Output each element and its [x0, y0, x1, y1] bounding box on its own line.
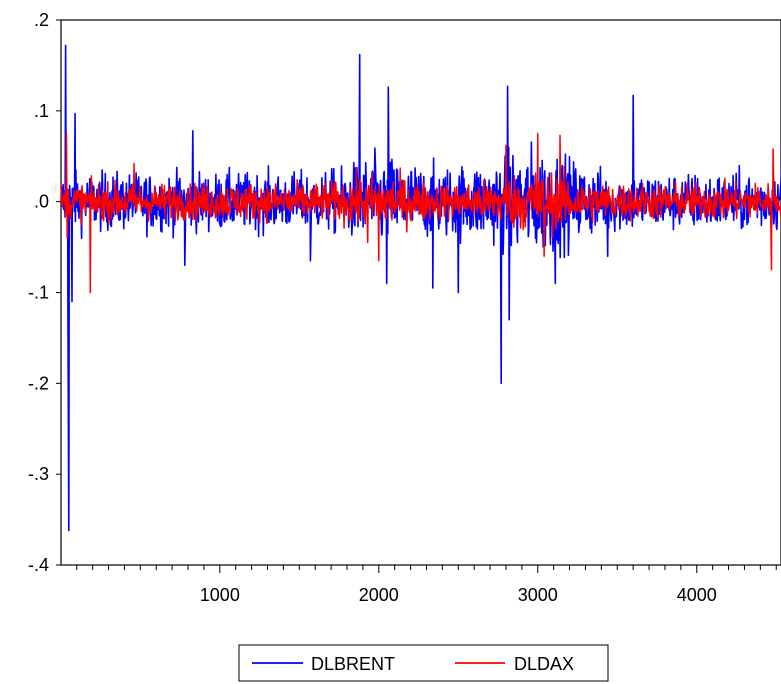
x-tick-label: 2000 — [359, 585, 399, 605]
y-tick-label: -.1 — [28, 283, 49, 303]
legend-label-dlbrent: DLBRENT — [311, 654, 395, 674]
y-tick-label: -.3 — [28, 464, 49, 484]
legend: DLBRENT DLDAX — [238, 644, 609, 682]
x-tick-label: 3000 — [518, 585, 558, 605]
y-tick-label: -.2 — [28, 373, 49, 393]
y-tick-label: -.4 — [28, 555, 49, 575]
legend-label-dldax: DLDAX — [514, 654, 574, 674]
y-tick-label: .0 — [34, 192, 49, 212]
x-tick-label: 4000 — [677, 585, 717, 605]
series-layer — [60, 44, 781, 532]
axes-layer: .2 .1 .0 -.1 -.2 -.3 -.4 1000 2000 3000 4000 — [28, 10, 777, 605]
plot-frame — [60, 19, 781, 566]
y-tick-label: .2 — [34, 10, 49, 30]
series-line-dlbrent — [60, 44, 781, 532]
series-line-dldax — [60, 132, 781, 294]
x-tick-label: 1000 — [200, 585, 240, 605]
y-tick-label: .1 — [34, 101, 49, 121]
